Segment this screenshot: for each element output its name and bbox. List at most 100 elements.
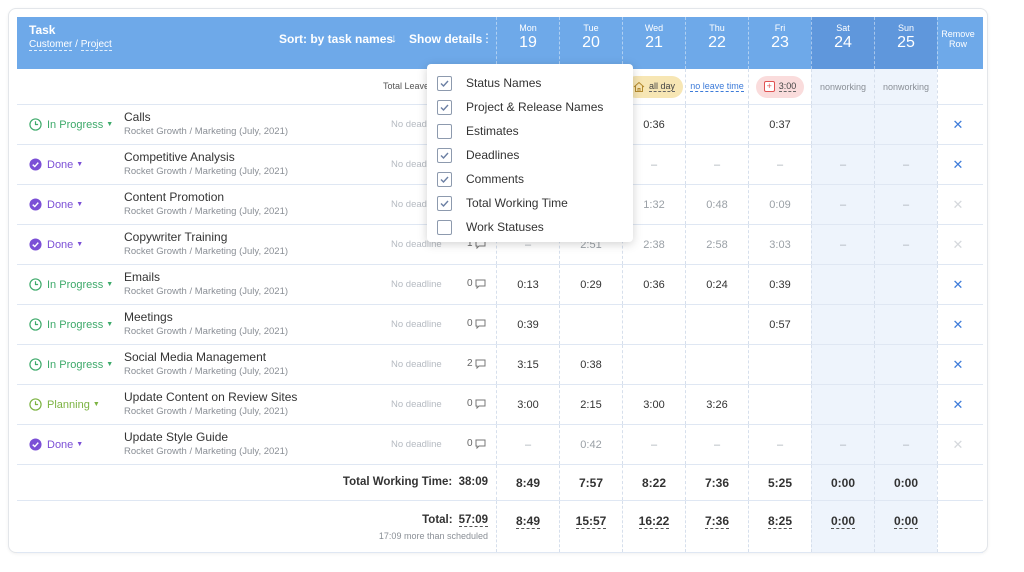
time-cell[interactable]: [811, 265, 874, 304]
deadline-label[interactable]: No deadline: [391, 359, 442, 370]
time-cell[interactable]: –: [811, 225, 874, 264]
time-cell[interactable]: [874, 105, 937, 144]
leave-cell-thu[interactable]: no leave time: [685, 69, 748, 104]
status-dropdown[interactable]: In Progress ▼: [29, 318, 113, 331]
sort-direction-icon[interactable]: ↓: [391, 31, 397, 45]
time-cell[interactable]: 0:57: [748, 305, 811, 344]
time-cell[interactable]: –: [748, 145, 811, 184]
deadline-label[interactable]: No deadline: [391, 159, 442, 170]
time-cell[interactable]: 0:42: [559, 425, 622, 464]
time-cell[interactable]: [748, 345, 811, 384]
checkbox[interactable]: [437, 171, 452, 187]
time-cell[interactable]: 2:38: [622, 225, 685, 264]
time-cell[interactable]: –: [685, 425, 748, 464]
time-cell[interactable]: 0:36: [622, 265, 685, 304]
details-option[interactable]: Total Working Time: [427, 191, 633, 215]
checkbox[interactable]: [437, 219, 452, 235]
task-name[interactable]: Update Style Guide: [124, 430, 229, 444]
time-cell[interactable]: 0:13: [496, 265, 559, 304]
deadline-label[interactable]: No deadline: [391, 319, 442, 330]
task-name[interactable]: Calls: [124, 110, 151, 124]
status-dropdown[interactable]: In Progress ▼: [29, 278, 113, 291]
time-cell[interactable]: –: [874, 425, 937, 464]
task-name[interactable]: Content Promotion: [124, 190, 225, 204]
time-cell[interactable]: 3:15: [496, 345, 559, 384]
remove-row-icon[interactable]: ✕: [952, 156, 964, 172]
checkbox[interactable]: [437, 99, 452, 115]
details-option[interactable]: Project & Release Names: [427, 95, 633, 119]
checkbox[interactable]: [437, 195, 452, 211]
time-cell[interactable]: [685, 345, 748, 384]
leave-pill-fri[interactable]: + 3:00: [755, 75, 805, 98]
checkbox[interactable]: [437, 123, 452, 139]
time-cell[interactable]: [685, 105, 748, 144]
time-cell[interactable]: 0:39: [496, 305, 559, 344]
time-cell[interactable]: [622, 345, 685, 384]
time-cell[interactable]: 2:58: [685, 225, 748, 264]
details-option[interactable]: Estimates: [427, 119, 633, 143]
comments-button[interactable]: 0: [467, 398, 486, 409]
checkbox[interactable]: [437, 75, 452, 91]
time-cell[interactable]: 0:29: [559, 265, 622, 304]
time-cell[interactable]: –: [874, 225, 937, 264]
status-dropdown[interactable]: In Progress ▼: [29, 358, 113, 371]
time-cell[interactable]: [685, 305, 748, 344]
remove-row-icon[interactable]: ✕: [952, 276, 964, 292]
task-name[interactable]: Meetings: [124, 310, 173, 324]
status-dropdown[interactable]: Done ▼: [29, 238, 83, 251]
time-cell[interactable]: 3:26: [685, 385, 748, 424]
leave-cell-fri[interactable]: + 3:00: [748, 69, 811, 104]
time-cell[interactable]: 0:24: [685, 265, 748, 304]
project-sort-link[interactable]: Project: [80, 39, 112, 51]
status-dropdown[interactable]: Done ▼: [29, 198, 83, 211]
comments-button[interactable]: 2: [467, 358, 486, 369]
time-cell[interactable]: –: [496, 225, 559, 264]
checkbox[interactable]: [437, 147, 452, 163]
time-cell[interactable]: 2:15: [559, 385, 622, 424]
task-name[interactable]: Copywriter Training: [124, 230, 228, 244]
status-dropdown[interactable]: In Progress ▼: [29, 118, 113, 131]
time-cell[interactable]: [748, 385, 811, 424]
task-name[interactable]: Emails: [124, 270, 161, 284]
time-cell[interactable]: 3:00: [496, 385, 559, 424]
no-leave-time-link[interactable]: no leave time: [690, 81, 744, 92]
time-cell[interactable]: 3:03: [748, 225, 811, 264]
time-cell[interactable]: [874, 385, 937, 424]
time-cell[interactable]: 0:48: [685, 185, 748, 224]
time-cell[interactable]: [622, 305, 685, 344]
time-cell[interactable]: 0:38: [559, 345, 622, 384]
deadline-label[interactable]: No deadline: [391, 399, 442, 410]
time-cell[interactable]: 3:00: [622, 385, 685, 424]
customer-sort-link[interactable]: Customer: [29, 39, 73, 51]
time-cell[interactable]: 0:09: [748, 185, 811, 224]
deadline-label[interactable]: No deadline: [391, 119, 442, 130]
time-cell[interactable]: [559, 305, 622, 344]
time-cell[interactable]: 0:39: [748, 265, 811, 304]
time-cell[interactable]: –: [496, 425, 559, 464]
remove-row-icon[interactable]: ✕: [952, 116, 964, 132]
time-cell[interactable]: –: [874, 185, 937, 224]
time-cell[interactable]: –: [811, 185, 874, 224]
deadline-label[interactable]: No deadline: [391, 199, 442, 210]
deadline-label[interactable]: No deadline: [391, 239, 442, 250]
details-option[interactable]: Comments: [427, 167, 633, 191]
show-details-button[interactable]: Show details: [409, 32, 483, 46]
time-cell[interactable]: [811, 305, 874, 344]
deadline-label[interactable]: No deadline: [391, 439, 442, 450]
status-dropdown[interactable]: Done ▼: [29, 158, 83, 171]
time-cell[interactable]: –: [748, 425, 811, 464]
status-dropdown[interactable]: Done ▼: [29, 438, 83, 451]
time-cell[interactable]: –: [874, 145, 937, 184]
comments-button[interactable]: 0: [467, 278, 486, 289]
deadline-label[interactable]: No deadline: [391, 279, 442, 290]
details-option[interactable]: Status Names: [427, 71, 633, 95]
time-cell[interactable]: –: [685, 145, 748, 184]
time-cell[interactable]: [811, 345, 874, 384]
status-dropdown[interactable]: Planning ▼: [29, 398, 100, 411]
task-name[interactable]: Competitive Analysis: [124, 150, 235, 164]
remove-row-icon[interactable]: ✕: [952, 316, 964, 332]
time-cell[interactable]: 0:37: [748, 105, 811, 144]
remove-row-icon[interactable]: ✕: [952, 356, 964, 372]
time-cell[interactable]: [811, 385, 874, 424]
time-cell[interactable]: –: [622, 425, 685, 464]
